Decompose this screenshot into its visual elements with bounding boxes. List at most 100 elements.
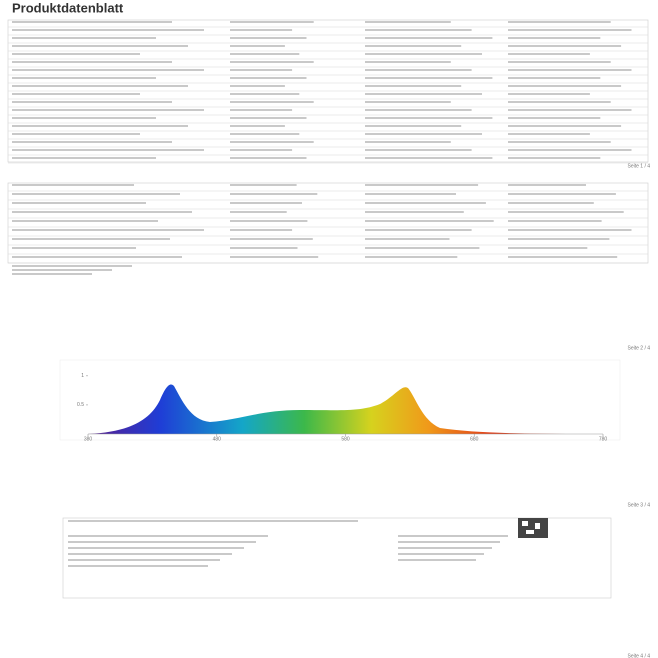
text-line — [12, 269, 112, 271]
text-line — [230, 238, 313, 240]
text-line — [230, 93, 300, 95]
text-line — [12, 77, 156, 79]
text-line — [398, 559, 476, 561]
text-line — [12, 238, 170, 240]
text-line — [230, 45, 285, 47]
text-line — [398, 535, 508, 537]
text-line — [365, 101, 451, 103]
text-line — [230, 184, 297, 186]
text-line — [365, 149, 472, 151]
text-line — [230, 149, 293, 151]
text-line — [12, 211, 192, 213]
text-line — [365, 21, 451, 23]
text-line — [68, 535, 268, 537]
text-line — [12, 45, 188, 47]
text-line — [508, 53, 590, 55]
text-line — [230, 61, 314, 63]
text-line — [365, 184, 479, 186]
text-line — [230, 229, 293, 231]
text-line — [365, 69, 472, 71]
text-line — [12, 69, 204, 71]
text-line — [230, 53, 300, 55]
text-line — [230, 37, 307, 39]
text-line — [365, 85, 462, 87]
text-line — [230, 117, 307, 119]
text-line — [508, 211, 624, 213]
text-line — [12, 93, 140, 95]
text-line — [230, 220, 308, 222]
text-line — [12, 265, 132, 267]
text-line — [508, 133, 590, 135]
text-line — [508, 93, 590, 95]
text-line — [12, 37, 156, 39]
title: Produktdatenblatt — [12, 0, 124, 15]
text-line — [365, 229, 472, 231]
text-line — [365, 141, 451, 143]
text-line — [398, 547, 492, 549]
text-line — [230, 211, 287, 213]
text-line — [508, 69, 632, 71]
text-line — [508, 202, 594, 204]
text-line — [508, 256, 618, 258]
text-line — [12, 157, 156, 159]
text-line — [508, 21, 611, 23]
text-line — [508, 29, 632, 31]
text-line — [365, 45, 462, 47]
text-line — [508, 149, 632, 151]
text-line — [230, 202, 302, 204]
text-line — [12, 125, 188, 127]
chart-frame — [59, 359, 621, 441]
text-line — [12, 61, 172, 63]
text-line — [365, 157, 493, 159]
text-line — [12, 117, 156, 119]
text-line — [12, 193, 180, 195]
y-tick-label: 0.5 — [77, 402, 84, 408]
text-line — [12, 29, 204, 31]
text-line — [508, 157, 601, 159]
text-line — [365, 193, 456, 195]
text-line — [12, 109, 204, 111]
text-line — [508, 85, 622, 87]
x-tick-label: 480 — [213, 436, 222, 442]
text-line — [12, 101, 172, 103]
x-tick-label: 580 — [341, 436, 350, 442]
text-line — [230, 141, 314, 143]
page-footer: Seite 2 / 4 — [627, 345, 650, 351]
text-line — [12, 247, 136, 249]
text-line — [508, 220, 602, 222]
text-line — [12, 256, 182, 258]
text-line — [365, 93, 482, 95]
text-line — [365, 125, 462, 127]
text-line — [12, 141, 172, 143]
text-line — [230, 69, 293, 71]
text-line — [365, 109, 472, 111]
text-line — [12, 202, 146, 204]
x-tick-label: 780 — [599, 436, 608, 442]
text-line — [365, 117, 493, 119]
text-line — [508, 37, 601, 39]
text-line — [365, 61, 451, 63]
text-line — [365, 247, 480, 249]
text-line — [398, 553, 484, 555]
text-line — [365, 256, 458, 258]
text-line — [12, 220, 158, 222]
text-line — [68, 565, 208, 567]
spectrum — [88, 384, 603, 434]
x-tick-label: 380 — [84, 436, 93, 442]
text-line — [365, 202, 486, 204]
text-line — [508, 61, 611, 63]
y-tick-label: 1 — [81, 373, 84, 379]
text-line — [12, 85, 188, 87]
text-line — [12, 21, 172, 23]
text-line — [230, 21, 314, 23]
text-line — [230, 29, 293, 31]
text-line — [68, 553, 232, 555]
text-line — [508, 77, 601, 79]
text-line — [230, 157, 307, 159]
text-line — [230, 77, 307, 79]
text-line — [230, 101, 314, 103]
text-line — [508, 141, 611, 143]
text-line — [508, 184, 586, 186]
page-footer: Seite 3 / 4 — [627, 502, 650, 508]
